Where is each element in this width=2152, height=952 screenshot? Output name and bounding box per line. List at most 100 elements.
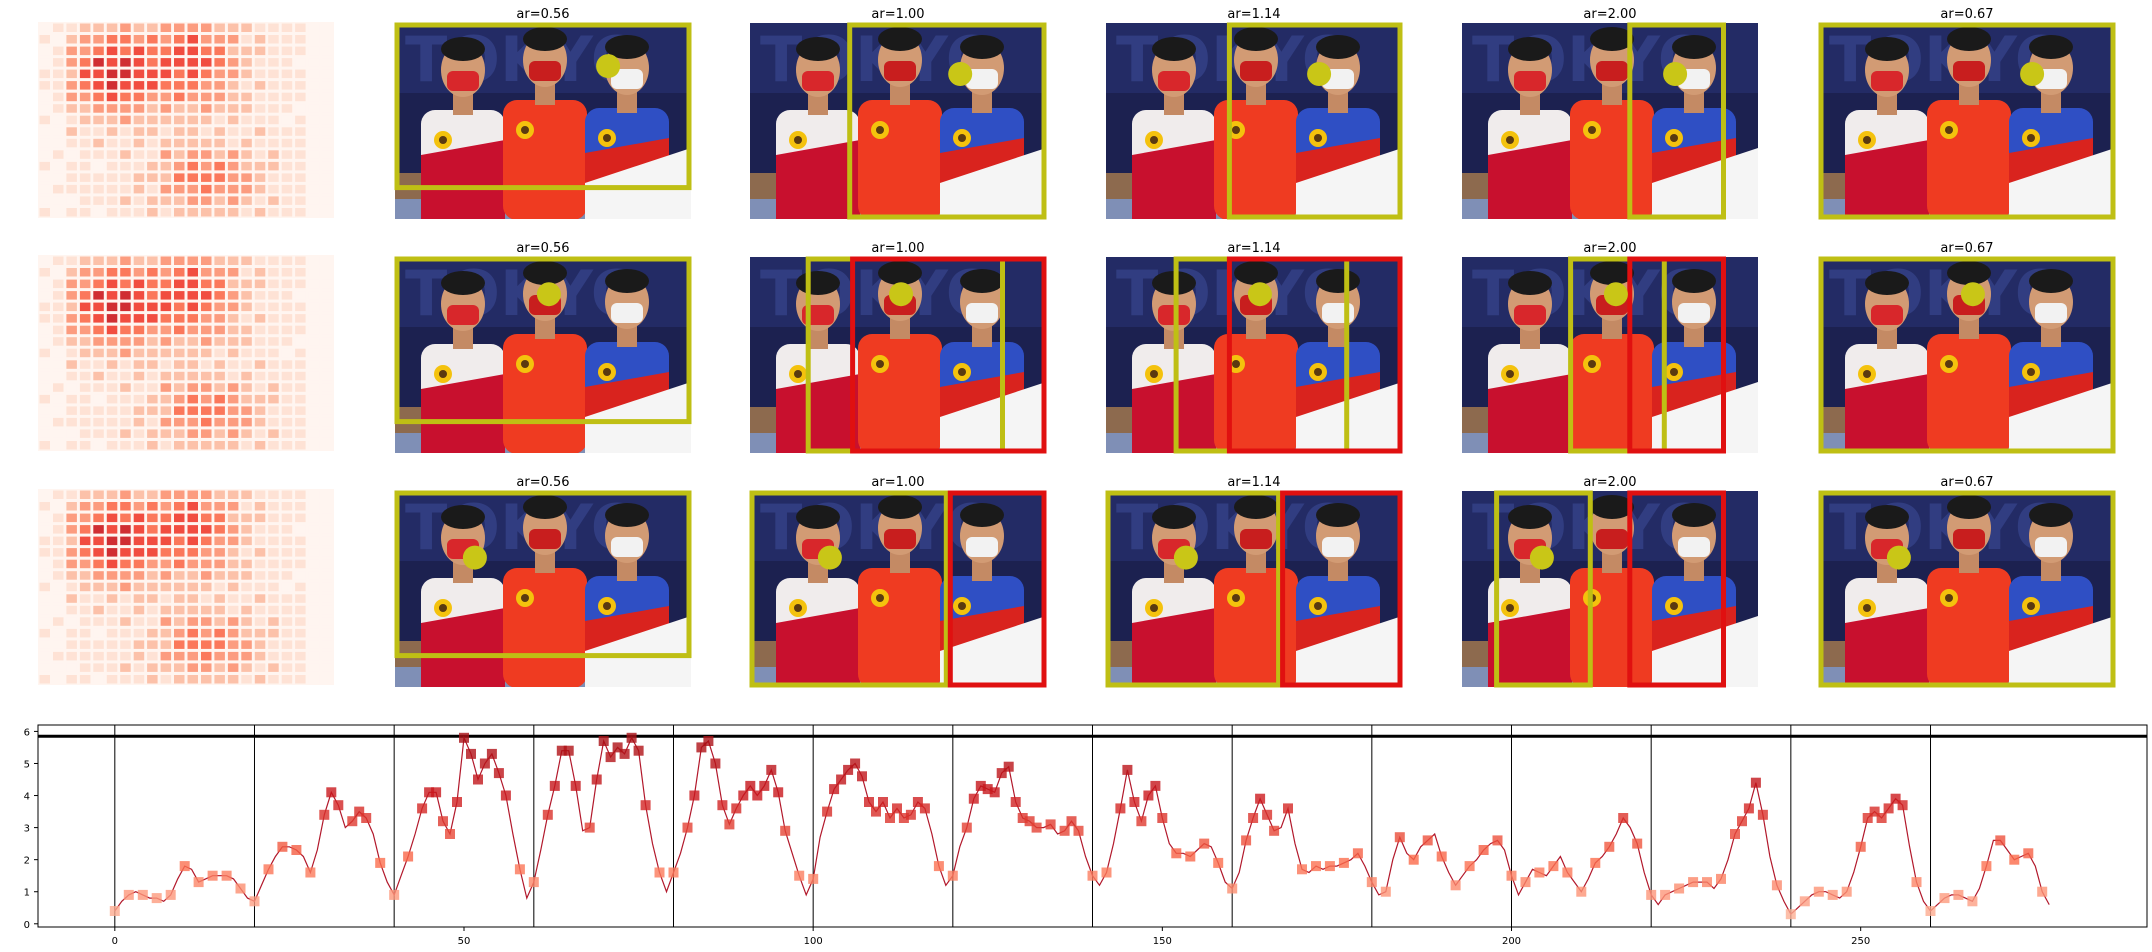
heatmap-cell bbox=[66, 138, 77, 148]
heatmap-cell bbox=[160, 371, 172, 381]
heatmap-cell bbox=[281, 325, 293, 335]
heatmap-cell bbox=[93, 23, 104, 32]
y-tick-label: 4 bbox=[24, 792, 30, 803]
data-point bbox=[1143, 790, 1154, 801]
heatmap-cell bbox=[281, 161, 293, 171]
heatmap-cell bbox=[201, 651, 212, 661]
heatmap-cell bbox=[66, 127, 77, 136]
heatmap-cell bbox=[281, 360, 293, 369]
crop-box bbox=[1627, 22, 1726, 220]
person-hair bbox=[960, 35, 1004, 59]
heatmap-cell bbox=[241, 104, 252, 113]
heatmap-cell bbox=[254, 127, 266, 136]
heatmap-cell bbox=[133, 571, 145, 580]
person-hair bbox=[796, 505, 840, 529]
person-jacket-lower bbox=[1488, 140, 1572, 219]
heatmap-cell bbox=[254, 302, 266, 312]
heatmap-cell bbox=[160, 127, 172, 136]
panel-title: ar=0.67 bbox=[1940, 475, 1993, 490]
person-hair bbox=[878, 495, 922, 519]
heatmap-cell bbox=[322, 383, 333, 392]
sunflower-center bbox=[1863, 136, 1871, 144]
heatmap-cell bbox=[147, 360, 158, 369]
heatmap-cell bbox=[227, 92, 239, 102]
person-hair bbox=[1947, 495, 1991, 519]
data-point bbox=[1478, 845, 1489, 855]
heatmap-cell bbox=[281, 268, 293, 277]
heatmap-cell bbox=[268, 525, 279, 534]
heatmap-cell bbox=[281, 104, 293, 113]
panel-title: ar=0.67 bbox=[1940, 7, 1993, 22]
data-point bbox=[291, 845, 302, 855]
heatmap-cell bbox=[201, 548, 212, 557]
panel-title: ar=1.00 bbox=[871, 475, 924, 490]
x-tick-label: 250 bbox=[1851, 936, 1870, 947]
heatmap-cell bbox=[106, 337, 118, 346]
sunflower-center bbox=[1150, 604, 1158, 612]
heatmap-cell bbox=[201, 208, 212, 217]
heatmap-cell bbox=[322, 429, 333, 438]
data-point bbox=[1408, 854, 1419, 865]
heatmap-cell bbox=[39, 291, 50, 300]
crop-box bbox=[749, 490, 949, 688]
sunflower-center bbox=[1863, 604, 1871, 612]
heatmap-cell bbox=[281, 115, 293, 125]
sunflower-center bbox=[2027, 368, 2035, 376]
data-point bbox=[1010, 797, 1021, 807]
heatmap-cell bbox=[214, 628, 225, 638]
heatmap-cell bbox=[133, 35, 145, 44]
person-hair bbox=[441, 271, 485, 295]
heatmap-cell bbox=[201, 525, 212, 534]
heatmap-cell bbox=[160, 651, 172, 661]
heatmap-cell bbox=[322, 337, 333, 346]
data-point bbox=[563, 745, 574, 756]
heatmap-cell bbox=[214, 348, 225, 358]
heatmap-cell bbox=[308, 348, 320, 358]
panel-title: ar=1.00 bbox=[871, 241, 924, 256]
heatmap-cell bbox=[241, 548, 252, 557]
heatmap-cell bbox=[241, 291, 252, 300]
person-mask bbox=[1514, 71, 1546, 91]
heatmap-cell bbox=[147, 548, 158, 557]
heatmap-cell bbox=[133, 138, 145, 148]
heatmap-cell bbox=[53, 184, 64, 194]
heatmap-cell bbox=[254, 617, 266, 626]
person-hair bbox=[960, 503, 1004, 527]
heatmap-cell bbox=[106, 594, 118, 603]
crop-box bbox=[394, 22, 692, 191]
heatmap-cell bbox=[214, 196, 225, 205]
heatmap-cell bbox=[93, 559, 104, 569]
heatmap-cell bbox=[39, 184, 50, 194]
heatmap-cell bbox=[93, 161, 104, 171]
sunflower-center bbox=[794, 604, 802, 612]
heatmap-cell bbox=[120, 640, 131, 649]
heatmap-cell bbox=[254, 150, 266, 159]
data-point bbox=[919, 803, 930, 814]
person-jacket bbox=[1570, 100, 1654, 219]
heatmap-cell bbox=[66, 46, 77, 56]
heatmap-cell bbox=[241, 196, 252, 205]
heatmap-cell bbox=[174, 360, 185, 369]
heatmap-cell bbox=[174, 383, 185, 392]
heatmap-cell bbox=[308, 337, 320, 346]
heatmap-cell bbox=[281, 291, 293, 300]
heatmap-cell bbox=[281, 525, 293, 534]
heatmap-cell bbox=[295, 92, 306, 102]
heatmap-cell bbox=[201, 513, 212, 523]
heatmap-cell bbox=[201, 605, 212, 615]
heatmap-cell bbox=[106, 675, 118, 684]
heatmap-cell bbox=[79, 429, 91, 438]
heatmap-cell bbox=[308, 138, 320, 148]
data-point bbox=[1939, 893, 1950, 904]
jacket-white-panel bbox=[940, 382, 1046, 453]
heatmap-cell bbox=[93, 417, 104, 427]
jacket-white-panel bbox=[585, 148, 691, 219]
heatmap-cell bbox=[214, 127, 225, 136]
person-mask bbox=[1678, 537, 1710, 557]
heatmap-cell bbox=[227, 325, 239, 335]
heatmap-cell bbox=[133, 502, 145, 511]
data-point bbox=[165, 889, 176, 900]
heatmap-cell bbox=[187, 208, 198, 217]
photo-r2-c5: TOKYO bbox=[1818, 256, 2116, 454]
data-point bbox=[459, 732, 469, 743]
